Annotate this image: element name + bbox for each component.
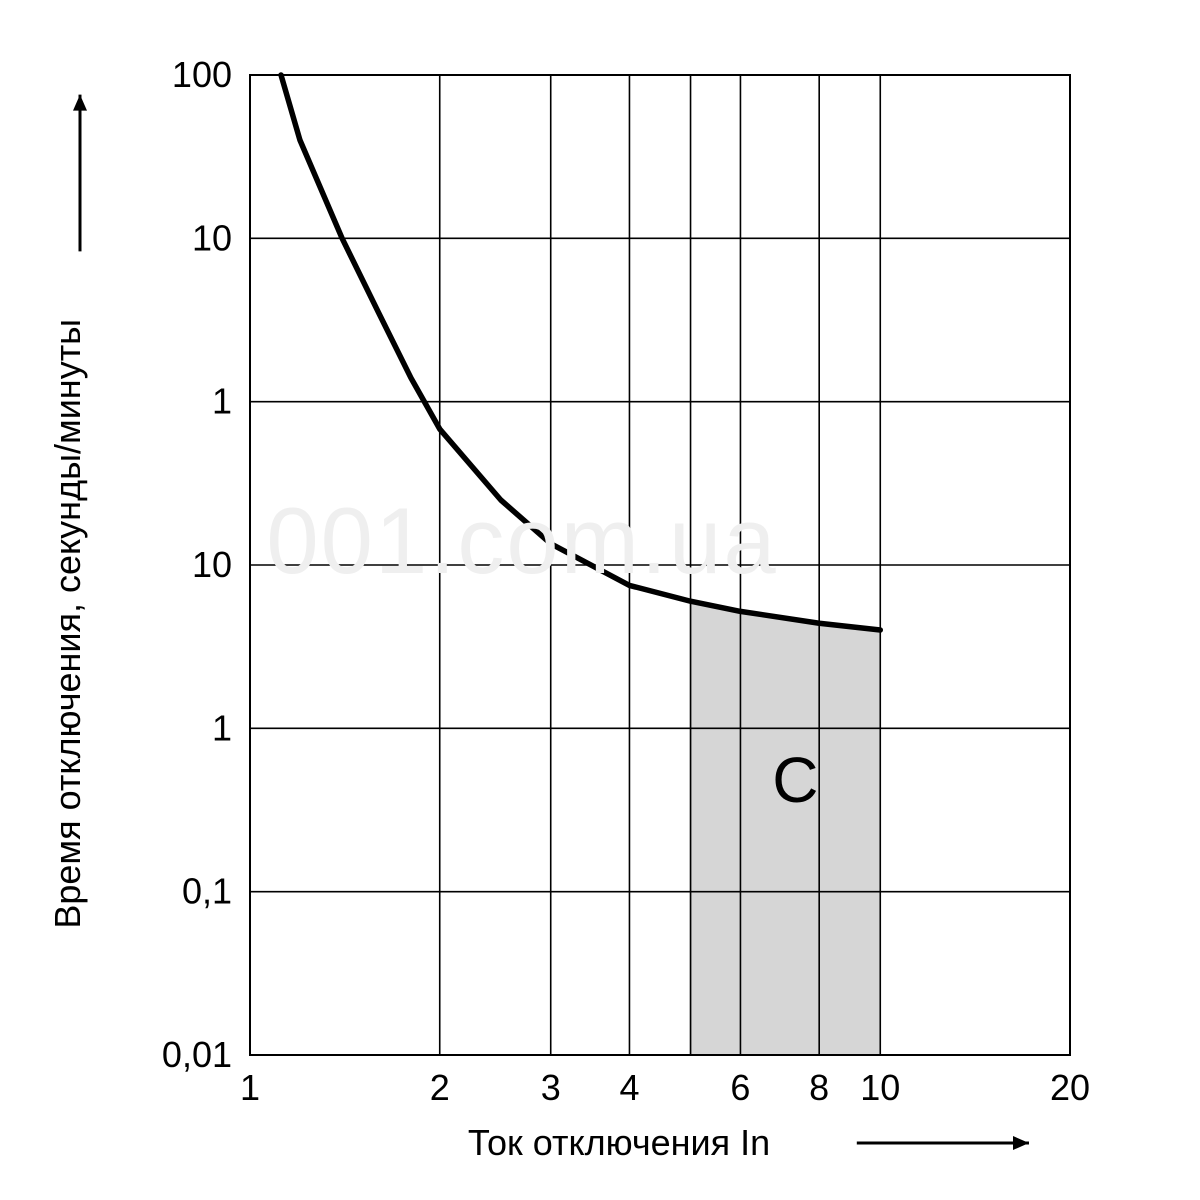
svg-text:Ток отключения In: Ток отключения In xyxy=(468,1122,770,1163)
svg-text:1: 1 xyxy=(212,707,232,748)
svg-text:0,1: 0,1 xyxy=(182,871,232,912)
svg-text:8: 8 xyxy=(809,1067,829,1108)
svg-text:4: 4 xyxy=(619,1067,639,1108)
svg-text:1: 1 xyxy=(240,1067,260,1108)
trip-curve-chart: C 1 2 3 4 6 8 10 20 Ток отключения In 0,01 0,1 1 10 1 1… xyxy=(0,0,1200,1200)
svg-text:0,01: 0,01 xyxy=(162,1034,232,1075)
svg-text:100: 100 xyxy=(172,54,232,95)
svg-text:10: 10 xyxy=(860,1067,900,1108)
svg-text:10: 10 xyxy=(192,544,232,585)
svg-text:Время отключения, секунды/мину: Время отключения, секунды/минуты xyxy=(47,319,88,929)
svg-text:C: C xyxy=(772,744,818,816)
svg-text:3: 3 xyxy=(541,1067,561,1108)
chart-svg: C 1 2 3 4 6 8 10 20 Ток отключения In 0,01 0,1 1 10 1 1… xyxy=(0,0,1200,1200)
svg-text:1: 1 xyxy=(212,381,232,422)
svg-text:20: 20 xyxy=(1050,1067,1090,1108)
svg-text:2: 2 xyxy=(430,1067,450,1108)
svg-text:6: 6 xyxy=(730,1067,750,1108)
svg-text:10: 10 xyxy=(192,217,232,258)
